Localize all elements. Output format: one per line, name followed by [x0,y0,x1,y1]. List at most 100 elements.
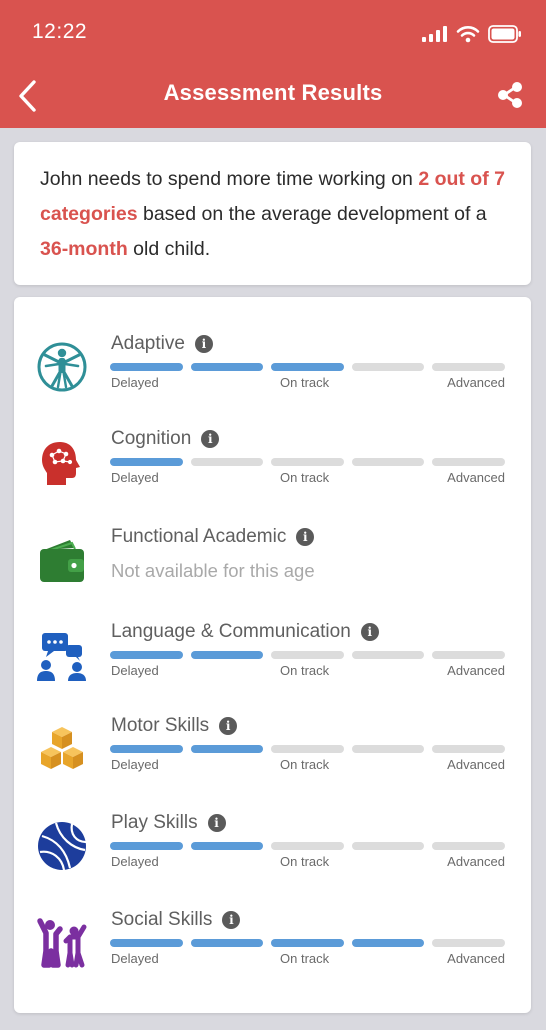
scale-label-on-track: On track [280,663,330,678]
progress-scale: Delayed On track Advanced [111,854,505,870]
progress-segment [110,745,183,753]
category-row-functional-academic[interactable]: Functional Academic i Not available for t… [14,526,531,616]
signal-icon [422,26,447,42]
scale-label-on-track: On track [280,757,330,772]
progress-segment [190,458,264,466]
info-icon[interactable]: i [222,911,241,929]
page-title: Assessment Results [163,80,383,105]
category-title: Adaptive i [111,333,213,355]
category-row-social-skills[interactable]: Social Skills i Delayed On track Advanced [14,909,531,999]
progress-segment [271,939,344,947]
progress-scale: Delayed On track Advanced [111,470,505,486]
status-bar: 12:22 [0,0,546,66]
battery-icon [488,25,521,43]
category-title: Functional Academic i [111,526,315,548]
info-icon[interactable]: i [207,814,226,832]
progress-scale: Delayed On track Advanced [111,663,505,679]
scale-label-on-track: On track [280,470,330,485]
summary-part-1: John needs to spend more time working on [40,168,419,190]
category-row-motor-skills[interactable]: Motor Skills i Delayed On track Advanced [14,715,531,805]
scale-label-advanced: Advanced [447,375,505,390]
nav-bar: Assessment Results [0,66,546,128]
back-button[interactable] [10,74,44,118]
category-title: Play Skills i [111,812,226,834]
scale-label-advanced: Advanced [447,854,505,869]
progress-segment [351,842,425,850]
status-icons [422,24,522,44]
progress-bar [110,842,505,850]
scale-label-advanced: Advanced [447,757,505,772]
category-name-play-skills: Play Skills [111,812,198,833]
categories-list: Adaptive i Delayed On track Advanced [14,297,531,1013]
summary-card: John needs to spend more time working on… [14,142,531,285]
scale-label-advanced: Advanced [447,951,505,966]
progress-segment [190,363,264,371]
category-name-adaptive: Adaptive [111,333,185,354]
category-title: Language & Communication i [111,621,379,643]
summary-text: John needs to spend more time working on… [40,162,507,267]
not-available-text: Not available for this age [111,560,315,581]
people-icon [36,917,88,969]
scale-label-advanced: Advanced [447,470,505,485]
progress-segment [432,363,505,371]
info-icon[interactable]: i [194,335,213,353]
category-title: Motor Skills i [111,715,238,737]
summary-part-2: based on the average development of a [137,203,487,225]
scale-label-delayed: Delayed [111,757,159,772]
category-row-language-communication[interactable]: Language & Communication i Delayed On tra… [14,621,531,711]
progress-bar [110,651,505,659]
category-name-language-communication: Language & Communication [111,621,351,642]
share-button[interactable] [494,78,526,112]
info-icon[interactable]: i [219,717,238,735]
progress-segment [351,939,425,947]
scale-label-delayed: Delayed [111,854,159,869]
category-name-cognition: Cognition [111,428,192,449]
category-row-play-skills[interactable]: Play Skills i Delayed On track Advanced [14,812,531,902]
progress-segment [271,363,344,371]
progress-segment [271,458,344,466]
progress-segment [351,363,425,371]
progress-segment [190,745,264,753]
info-icon[interactable]: i [360,623,379,641]
progress-segment [190,939,264,947]
scale-label-delayed: Delayed [111,663,159,678]
status-time: 12:22 [32,20,88,43]
speech-bubbles-icon [36,631,88,683]
scale-label-on-track: On track [280,375,330,390]
progress-segment [432,458,505,466]
progress-segment [351,651,425,659]
vitruvian-man-icon [36,341,88,393]
progress-bar [110,939,505,947]
wifi-icon [456,26,480,43]
progress-segment [271,745,344,753]
progress-bar [110,363,505,371]
summary-highlight-age: 36-month [40,238,128,260]
progress-segment [110,458,183,466]
summary-part-3: old child. [127,238,211,260]
progress-segment [110,939,183,947]
progress-segment [110,363,183,371]
scale-label-delayed: Delayed [111,470,159,485]
scale-label-on-track: On track [280,951,330,966]
wallet-icon [36,536,88,588]
progress-scale: Delayed On track Advanced [111,951,505,967]
summary-highlight-categories: 2 out of 7 categories [40,168,505,225]
chevron-left-icon [19,80,36,112]
progress-segment [110,842,183,850]
info-icon[interactable]: i [201,430,220,448]
category-row-adaptive[interactable]: Adaptive i Delayed On track Advanced [14,333,531,423]
progress-bar [110,745,505,753]
progress-segment [271,651,344,659]
scale-label-delayed: Delayed [111,375,159,390]
scale-label-on-track: On track [280,854,330,869]
progress-segment [190,651,264,659]
cubes-icon [36,725,88,777]
progress-segment [271,842,344,850]
progress-scale: Delayed On track Advanced [111,375,505,391]
category-row-cognition[interactable]: Cognition i Delayed On track Advanced [14,428,531,518]
progress-segment [190,842,264,850]
category-title: Cognition i [111,428,220,450]
info-icon[interactable]: i [296,528,315,546]
category-name-motor-skills: Motor Skills [111,715,210,736]
category-title: Social Skills i [111,909,241,931]
